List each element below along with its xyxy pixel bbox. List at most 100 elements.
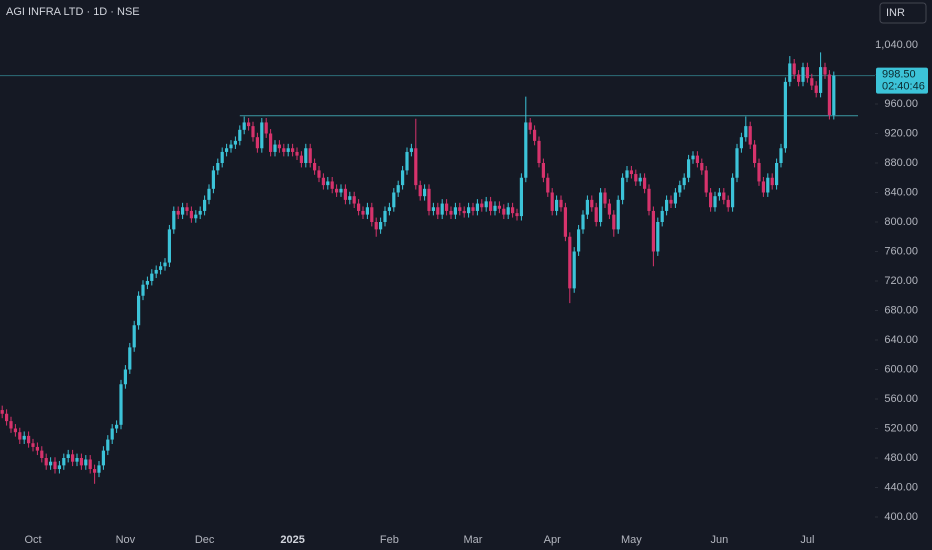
candle-body — [308, 148, 312, 163]
candle-body — [537, 140, 541, 163]
candle-body — [154, 269, 158, 274]
candle-body — [326, 181, 330, 186]
y-tick-label: 440.00 — [884, 481, 918, 493]
candle-body — [471, 207, 475, 211]
candle-body — [141, 284, 145, 296]
candle-body — [440, 203, 444, 215]
candle-body — [172, 210, 176, 230]
candle-body — [660, 210, 664, 222]
candle-body — [819, 67, 823, 93]
x-tick-label: Apr — [544, 534, 561, 546]
candle-body — [66, 454, 70, 458]
candle-body — [423, 188, 427, 197]
candle-body — [220, 151, 224, 163]
candle-body — [79, 458, 83, 466]
candle-body — [607, 203, 611, 215]
candle-body — [150, 273, 154, 281]
candle-body — [137, 295, 141, 326]
candle-body — [753, 144, 757, 163]
candle-body — [559, 199, 563, 208]
candle-body — [97, 465, 101, 473]
candle-body — [49, 461, 53, 466]
candle-body — [370, 207, 374, 222]
candle-body — [568, 236, 572, 289]
candle-body — [475, 203, 479, 211]
candle-body — [273, 144, 277, 152]
candle-body — [832, 75, 836, 116]
candle-body — [678, 185, 682, 193]
candle-body — [335, 188, 339, 193]
candle-body — [669, 199, 673, 204]
candle-body — [128, 347, 132, 370]
candle-body — [286, 148, 290, 152]
candle-body — [106, 439, 110, 451]
candle-body — [788, 63, 792, 82]
candle-body — [651, 210, 655, 252]
candle-body — [726, 199, 730, 208]
x-tick-label: Nov — [116, 534, 136, 546]
currency[interactable]: INR — [886, 7, 905, 19]
candle-body — [185, 207, 189, 211]
candle-body — [62, 458, 66, 466]
candle-body — [797, 74, 801, 82]
candle-body — [211, 170, 215, 189]
candle-body — [656, 222, 660, 252]
candle-body — [590, 199, 594, 208]
y-tick-label: 920.00 — [884, 127, 918, 139]
candle-body — [550, 192, 554, 211]
candle-body — [519, 177, 523, 217]
candle-body — [110, 428, 114, 440]
candle-body — [757, 163, 761, 182]
candle-body — [207, 188, 211, 200]
candle-body — [357, 203, 361, 211]
candle-body — [445, 203, 449, 211]
candle-body — [761, 181, 765, 193]
candle-body — [616, 199, 620, 230]
candle-body — [22, 435, 26, 440]
candle-body — [431, 207, 435, 211]
x-tick-label: Dec — [195, 534, 215, 546]
candle-body — [365, 207, 369, 215]
candle-body — [739, 137, 743, 149]
candle-body — [801, 67, 805, 82]
candle-body — [713, 196, 717, 208]
candle-body — [629, 170, 633, 175]
candle-body — [321, 177, 325, 186]
x-tick-label: Jun — [711, 534, 729, 546]
candle-body — [515, 213, 519, 217]
candle-body — [709, 192, 713, 208]
candle-body — [35, 446, 39, 451]
candle-body — [269, 133, 273, 152]
candle-body — [101, 450, 105, 466]
x-tick-label: Jul — [800, 534, 814, 546]
price-tag-label: 998.50 — [882, 69, 916, 81]
candle-body — [805, 67, 809, 79]
candle-body — [541, 163, 545, 178]
candle-body — [634, 174, 638, 182]
candle-body — [827, 74, 831, 116]
y-tick-label: 480.00 — [884, 452, 918, 464]
candle-body — [467, 207, 471, 214]
chart-title: AGI INFRA LTD · 1D · NSE — [6, 6, 140, 18]
candle-body — [317, 170, 321, 178]
candle-body — [489, 201, 493, 211]
candle-body — [361, 210, 365, 215]
y-tick-label: 960.00 — [884, 98, 918, 110]
candle-body — [497, 205, 501, 209]
candle-body — [401, 170, 405, 186]
candle-body — [159, 266, 163, 270]
candle-body — [638, 177, 642, 182]
candle-body — [585, 199, 589, 215]
candle-body — [783, 81, 787, 149]
y-tick-label: 520.00 — [884, 422, 918, 434]
candle-body — [563, 207, 567, 237]
candle-body — [704, 170, 708, 193]
currency-box[interactable] — [879, 2, 927, 24]
candle-body — [115, 424, 119, 429]
candle-body — [665, 199, 669, 211]
candle-body — [229, 144, 233, 149]
candle-body — [453, 207, 457, 215]
candle-body — [506, 207, 510, 215]
